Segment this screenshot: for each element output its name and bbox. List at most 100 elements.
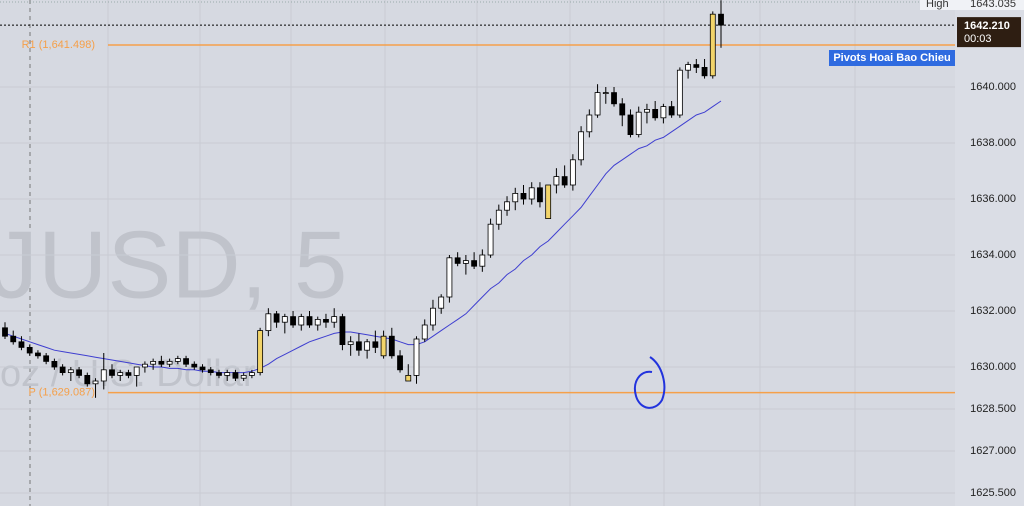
candle-body xyxy=(67,369,74,374)
candle-body xyxy=(430,307,436,326)
candle-body xyxy=(133,366,140,376)
candle-body xyxy=(183,358,189,365)
candle-body xyxy=(701,66,708,77)
candle-body xyxy=(372,341,379,348)
candle-body xyxy=(405,375,412,382)
high-price-label: 1643.035 xyxy=(970,0,1016,10)
pivot-label: P (1,629.087) xyxy=(29,386,95,398)
candle-body xyxy=(602,92,609,94)
candle-body xyxy=(718,13,724,26)
candle-body xyxy=(553,176,560,186)
candle-body xyxy=(76,369,82,376)
y-tick-label: 1634.000 xyxy=(970,249,1016,261)
candle-body xyxy=(257,330,264,374)
candle-body xyxy=(51,361,58,368)
candle-body xyxy=(635,111,642,135)
indicator-label-bg xyxy=(829,50,955,66)
last-price-label: 1642.210 xyxy=(964,20,1010,32)
y-tick-label: 1630.000 xyxy=(970,361,1016,373)
candle-body xyxy=(578,131,584,161)
candle-body xyxy=(347,341,354,346)
candle-body xyxy=(18,341,25,348)
candle-body xyxy=(709,13,716,77)
vertical-grid xyxy=(107,0,856,506)
candle-body xyxy=(652,108,659,119)
candle-body xyxy=(561,176,568,186)
candle-body xyxy=(100,369,107,382)
candle-body xyxy=(166,361,173,365)
candle-body xyxy=(142,363,148,368)
candle-body xyxy=(569,159,576,186)
candle-body xyxy=(35,352,41,357)
candle-body xyxy=(528,187,535,200)
candle-body xyxy=(265,313,272,332)
candle-body xyxy=(109,369,115,376)
candle-body xyxy=(199,366,206,371)
candle-body xyxy=(331,316,338,323)
candle-body xyxy=(323,319,329,323)
candle-body xyxy=(150,361,157,365)
candle-body xyxy=(668,106,675,116)
candle-body xyxy=(290,316,296,326)
candle-body xyxy=(619,103,626,116)
candle-body xyxy=(594,92,601,116)
candle-body xyxy=(611,92,617,105)
candle-body xyxy=(676,69,683,116)
candle-body xyxy=(685,64,691,71)
candle-body xyxy=(504,201,510,211)
hand-drawn-circle xyxy=(634,356,666,409)
candle-body xyxy=(84,375,91,385)
y-tick-label: 1636.000 xyxy=(970,193,1016,205)
candle-body xyxy=(92,380,99,385)
candle-body xyxy=(2,327,8,337)
countdown: 00:03 xyxy=(964,33,992,45)
candle-body xyxy=(487,223,494,256)
candle-body xyxy=(471,260,478,267)
candle-body xyxy=(454,257,461,264)
candle-body xyxy=(479,254,486,267)
candle-body xyxy=(644,108,650,113)
candle-body xyxy=(273,313,280,323)
indicator-label: Pivots Hoai Bao Chieu xyxy=(833,52,950,64)
candle-body xyxy=(117,372,124,376)
candle-body xyxy=(627,114,634,135)
candle-body xyxy=(462,260,469,264)
candle-body xyxy=(355,341,362,351)
candle-body xyxy=(191,363,198,368)
candle-body xyxy=(438,296,445,309)
candle-body xyxy=(380,335,387,357)
candle-body xyxy=(545,184,552,220)
y-tick-label: 1632.000 xyxy=(970,305,1016,317)
candle-body xyxy=(520,193,527,200)
candle-body xyxy=(207,369,214,374)
candle-body xyxy=(537,187,543,203)
watermark: JUSD, 5 xyxy=(0,211,347,318)
high-label-bg xyxy=(920,0,1024,10)
y-tick-label: 1638.000 xyxy=(970,137,1016,149)
candle-body xyxy=(693,64,700,68)
candle-body xyxy=(26,347,33,354)
candle-body xyxy=(158,361,165,365)
candle-body xyxy=(339,316,346,346)
price-axis xyxy=(955,0,1024,506)
candle-body xyxy=(248,372,255,376)
candle-body xyxy=(495,209,502,225)
candle-body xyxy=(586,114,593,133)
candle-body xyxy=(413,338,420,376)
y-tick-label: 1625.500 xyxy=(970,487,1016,499)
candle-body xyxy=(314,319,321,326)
candle-body xyxy=(10,335,17,343)
candle-body xyxy=(43,355,50,362)
candle-body xyxy=(224,372,231,376)
candle-body xyxy=(298,316,305,326)
pivot-label: R1 (1,641.498) xyxy=(22,39,95,51)
candle-body xyxy=(421,324,428,340)
candle-body xyxy=(125,372,132,376)
candle-body xyxy=(232,372,239,379)
candle-body xyxy=(512,193,519,203)
y-tick-label: 1640.000 xyxy=(970,81,1016,93)
candle-body xyxy=(240,375,247,379)
y-tick-label: 1627.000 xyxy=(970,445,1016,457)
moving-average xyxy=(4,100,722,374)
